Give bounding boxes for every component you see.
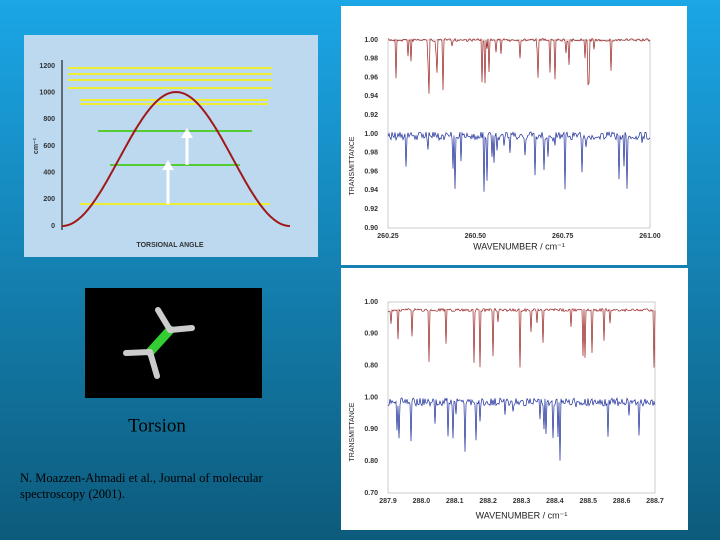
plot-frame xyxy=(387,39,651,229)
y-axis-label: TRANSMITTANCE xyxy=(349,136,356,195)
x-axis-label: WAVENUMBER / cm⁻¹ xyxy=(473,241,565,251)
y-tick-label: 0.96 xyxy=(364,168,378,175)
y-axis-label: cm⁻¹ xyxy=(33,137,40,154)
x-tick-label: 288.1 xyxy=(446,498,464,505)
x-tick-label: 288.2 xyxy=(479,498,497,505)
x-tick-label: 260.75 xyxy=(552,233,574,240)
y-tick-label: 1000 xyxy=(39,90,55,97)
potential-curve xyxy=(61,90,291,227)
molecule xyxy=(123,307,195,379)
arrow-head xyxy=(181,128,193,138)
x-tick-label: 260.50 xyxy=(465,233,487,240)
y-tick-label: 1.00 xyxy=(364,299,378,306)
x-axis-label: WAVENUMBER / cm⁻¹ xyxy=(476,510,568,520)
x-axis-label: TORSIONAL ANGLE xyxy=(136,242,203,249)
spectrum-trace xyxy=(387,397,656,461)
y-tick-label: 0.92 xyxy=(364,206,378,213)
x-tick-label: 260.25 xyxy=(377,233,399,240)
plot-frame xyxy=(387,301,656,494)
y-tick-label: 0.80 xyxy=(364,363,378,370)
y-tick-label: 0 xyxy=(51,223,55,230)
x-tick-label: 261.00 xyxy=(639,233,661,240)
reference-box: N. Moazzen-Ahmadi et al., Journal of mol… xyxy=(20,471,263,501)
x-tick-label: 288.7 xyxy=(646,498,664,505)
spectrum-trace xyxy=(387,307,656,368)
y-axis-label: TRANSMITTANCE xyxy=(349,402,356,461)
y-tick-label: 0.94 xyxy=(364,187,378,194)
caption: Torsion xyxy=(128,415,186,436)
y-tick-label: 1200 xyxy=(39,63,55,70)
reference: N. Moazzen-Ahmadi et al., Journal of mol… xyxy=(20,471,263,501)
y-tick-label: 0.90 xyxy=(364,331,378,338)
y-tick-label: 0.80 xyxy=(364,458,378,465)
spectrum-trace xyxy=(387,131,651,192)
y-tick-label: 0.96 xyxy=(364,74,378,81)
y-tick-label: 1.00 xyxy=(364,394,378,401)
x-tick-label: 288.6 xyxy=(613,498,631,505)
y-tick-label: 0.70 xyxy=(364,490,378,497)
y-tick-label: 0.90 xyxy=(364,426,378,433)
y-tick-label: 200 xyxy=(43,196,55,203)
y-tick-label: 0.98 xyxy=(364,150,378,157)
potential-panel xyxy=(24,35,318,257)
y-tick-label: 800 xyxy=(43,116,55,123)
y-tick-label: 1.00 xyxy=(364,37,378,44)
arrow-head xyxy=(162,160,174,170)
spectrum-trace xyxy=(387,37,651,94)
y-tick-label: 0.90 xyxy=(364,225,378,232)
y-tick-label: 0.92 xyxy=(364,112,378,119)
y-tick-label: 0.98 xyxy=(364,56,378,63)
y-tick-label: 1.00 xyxy=(364,131,378,138)
y-tick-label: 400 xyxy=(43,170,55,177)
x-tick-label: 287.9 xyxy=(379,498,397,505)
y-tick-label: 0.94 xyxy=(364,93,378,100)
x-tick-label: 288.5 xyxy=(579,498,597,505)
x-tick-label: 288.0 xyxy=(413,498,431,505)
x-tick-label: 288.3 xyxy=(513,498,531,505)
x-tick-label: 288.4 xyxy=(546,498,564,505)
molecule-image xyxy=(85,288,262,398)
spectrum-bottom-panel xyxy=(341,268,688,530)
y-tick-label: 600 xyxy=(43,143,55,150)
